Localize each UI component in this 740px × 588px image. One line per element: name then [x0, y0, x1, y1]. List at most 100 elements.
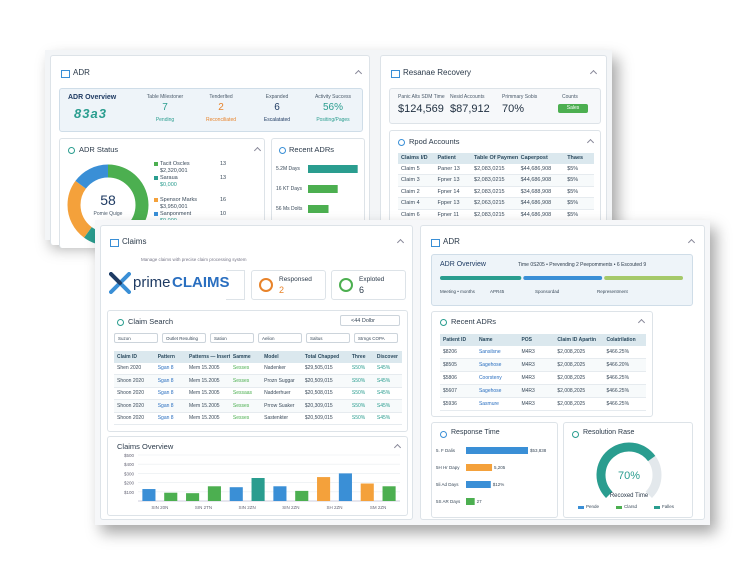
legend-count: 13: [220, 161, 227, 167]
bar-text: $12%: [493, 482, 505, 487]
bar: [142, 489, 156, 501]
collapse-icon: [354, 69, 363, 78]
bar: [466, 464, 493, 471]
header-cell: Claim ID Apartin: [557, 337, 597, 343]
table: Claim ID Pattern Patterns — Insert Samme Mod…: [114, 351, 402, 425]
progress-bar: [440, 276, 683, 280]
stat-value: $87,912: [450, 103, 490, 115]
legend-count: 16: [220, 197, 227, 203]
y-tick-label: $200: [124, 481, 135, 486]
card-title: Recent ADRs: [451, 317, 497, 326]
icon: [572, 431, 579, 438]
table-cell: S45%: [376, 377, 391, 384]
table-cell: Nadderhuer: [264, 390, 291, 397]
table-cell: Claim 6: [401, 211, 420, 218]
front-dashboard: Claims Manage claims with precise claim p…: [95, 220, 710, 525]
filter-select[interactable]: Sation: [210, 333, 254, 343]
x-tick-label: SIN 2TN: [195, 505, 212, 510]
filter-select[interactable]: Outlet Resulting: [162, 333, 206, 343]
bar: [186, 493, 200, 501]
donut-segment: [67, 164, 149, 246]
legend-label: Sponsordad: [535, 289, 560, 294]
table-cell: S50%: [351, 390, 366, 397]
stat-box: Responsed 2: [251, 270, 326, 300]
bar: [207, 486, 221, 501]
x-tick-label: SH 2ZN: [326, 505, 342, 510]
collapse-icon: [253, 146, 262, 155]
table-row: Claim 4 Fpper 13 $2,063,0215 $44,686,908 $5%: [398, 198, 594, 210]
bar: [308, 205, 329, 213]
table-cell: Sgan 8: [157, 402, 174, 409]
overview-box: ADR Overview 83a3 Table Milestoner 7 Pending…: [59, 88, 363, 132]
stat-value: 7: [162, 102, 168, 113]
date-select[interactable]: <44 Dolbr: [340, 315, 400, 326]
table-cell: $8206: [443, 349, 457, 355]
collapse-icon: [396, 238, 405, 247]
stat-label: Exploted: [359, 276, 385, 283]
legend-label: Falles: [662, 504, 675, 509]
legend-label: APR45: [490, 289, 505, 294]
table-cell: Prrow Suaker: [264, 402, 295, 409]
filter-select[interactable]: Aelion: [258, 333, 302, 343]
response-time-card: Response Time 5. F Dalis $53,838 5H Hr Dapy…: [431, 422, 558, 518]
table-cell: $2,008,2025: [557, 349, 586, 355]
header-icon: [61, 70, 70, 78]
header-cell: Pattern: [157, 353, 175, 360]
table-cell: Fpner 11: [437, 211, 460, 218]
table-cell: $5%: [567, 165, 579, 172]
claims-section: Claims Manage claims with precise claim p…: [100, 225, 413, 520]
bar-text: 27: [477, 499, 483, 504]
table-cell: $2,008,2025: [557, 388, 586, 394]
icon: [68, 147, 75, 154]
stat-sub: Escalatated: [263, 117, 291, 123]
bar: [360, 483, 374, 501]
table-cell: S45%: [376, 415, 391, 422]
icon: [440, 431, 447, 438]
table-cell: S50%: [351, 402, 366, 409]
table-cell: M4R3: [521, 375, 535, 381]
recovery-section: Resanae Recovery Panic Alts SDM Time $124,…: [380, 55, 607, 245]
progress-segment: [523, 276, 603, 280]
legend-amount: $3,950,001: [160, 204, 188, 210]
progress-segment: [604, 276, 683, 280]
table-cell: Mem 15.2005: [189, 377, 220, 384]
table-cell: Sastenkter: [264, 415, 289, 422]
filter-select[interactable]: Strngs COPA: [354, 333, 398, 343]
table-cell: $20,509,015: [304, 415, 333, 422]
stat-sub: Pending: [155, 117, 175, 123]
table-cell: S45%: [376, 402, 391, 409]
table-row: $8206 Sansilsne M4R3 $2,008,2025 $466.25%: [440, 346, 646, 359]
back-dashboard: ADR ADR Overview 83a3 Table Milestoner 7 Pend…: [45, 50, 612, 248]
header-cell: Three: [351, 353, 366, 360]
table-cell: $2,083,0215: [474, 177, 505, 184]
header-icon: [110, 239, 119, 247]
stat-label: Counts: [562, 94, 578, 100]
header-cell: Patterns — Insert: [189, 353, 230, 360]
bar-label: 5.2M Days: [276, 166, 300, 172]
table-cell: Shoon 2020: [117, 390, 144, 397]
sales-button[interactable]: Sales: [558, 104, 588, 113]
table-cell: M4R3: [521, 388, 535, 394]
note: Manage claims with precise claim process…: [141, 257, 247, 262]
claim-search-card: Claim Search <44 Dolbr Suzon Outlet Resulti…: [107, 310, 408, 432]
stat-label: Primmary Sobis: [502, 94, 538, 100]
header-icon: [391, 70, 400, 78]
logo-text: prime: [133, 274, 171, 291]
stat-label: Expanded: [265, 94, 289, 100]
filter-select[interactable]: Saltus: [306, 333, 350, 343]
legend-swatch: [154, 198, 158, 202]
card-title: Rpod Accounts: [409, 137, 460, 146]
claims-overview-chart: $100 $200 $300 $400 $500 SIN 20N SIN 2TN SIN 2Z…: [124, 453, 400, 510]
table-row: Shoon 2020 Sgan 8 Mem 15.2005 Sesses Prrow S…: [114, 400, 402, 413]
stat-sub: Reconciliated: [205, 117, 237, 123]
stat-value: 70%: [502, 103, 525, 115]
table-cell: $29,505,015: [304, 365, 333, 372]
filter-select[interactable]: Suzon: [114, 333, 158, 343]
section-title: Resanae Recovery: [403, 68, 472, 77]
stat-label: Nesid Accounts: [450, 94, 485, 100]
card-title: Recent ADRs: [289, 145, 335, 154]
table-cell: S45%: [376, 390, 391, 397]
table-cell: Coorsteny: [478, 375, 502, 381]
header-cell: Name: [478, 337, 493, 343]
table-cell: Claim 2: [401, 188, 420, 195]
